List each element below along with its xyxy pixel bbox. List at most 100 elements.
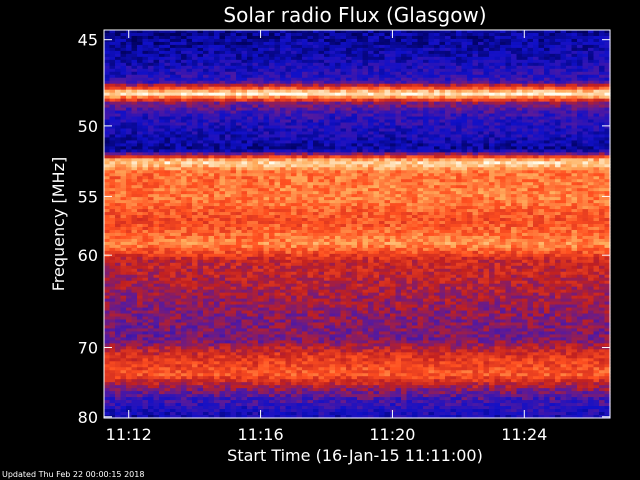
heatmap-cell: [115, 83, 122, 88]
heatmap-cell: [104, 185, 111, 189]
heatmap-cell: [307, 185, 314, 189]
heatmap-cell: [296, 44, 303, 49]
heatmap-cell: [313, 143, 320, 147]
heatmap-cell: [368, 122, 375, 127]
heatmap-cell: [560, 83, 567, 88]
heatmap-cell: [511, 134, 518, 139]
heatmap-cell: [153, 161, 160, 165]
heatmap-cell: [604, 74, 611, 79]
heatmap-cell: [230, 92, 237, 97]
heatmap-cell: [148, 89, 155, 94]
heatmap-cell: [197, 80, 204, 85]
heatmap-cell: [395, 74, 402, 79]
heatmap-cell: [450, 83, 457, 88]
heatmap-cell: [439, 146, 446, 150]
heatmap-cell: [186, 191, 193, 195]
heatmap-cell: [533, 62, 540, 67]
heatmap-cell: [170, 83, 177, 88]
heatmap-cell: [483, 110, 490, 115]
heatmap-cell: [395, 98, 402, 103]
heatmap-cell: [153, 152, 160, 156]
heatmap-cell: [203, 152, 210, 156]
heatmap-cell: [137, 92, 144, 97]
heatmap-cell: [423, 95, 430, 100]
heatmap-cell: [142, 95, 149, 100]
heatmap-cell: [329, 134, 336, 139]
heatmap-cell: [401, 137, 408, 142]
heatmap-cell: [340, 185, 347, 189]
heatmap-cell: [406, 74, 413, 79]
heatmap-cell: [395, 56, 402, 61]
heatmap-cell: [544, 62, 551, 67]
heatmap-cell: [423, 74, 430, 79]
heatmap-cell: [192, 44, 199, 49]
heatmap-cell: [456, 56, 463, 61]
heatmap-cell: [604, 53, 611, 58]
heatmap-cell: [252, 92, 259, 97]
heatmap-cell: [478, 140, 485, 145]
heatmap-cell: [560, 65, 567, 70]
heatmap-cell: [335, 80, 342, 85]
heatmap-cell: [522, 71, 529, 76]
heatmap-cell: [599, 62, 606, 67]
heatmap-cell: [593, 155, 600, 159]
heatmap-cell: [428, 56, 435, 61]
heatmap-cell: [214, 53, 221, 58]
heatmap-cell: [219, 173, 226, 177]
heatmap-cell: [456, 80, 463, 85]
heatmap-cell: [456, 110, 463, 115]
heatmap-cell: [192, 119, 199, 124]
heatmap-cell: [131, 80, 138, 85]
heatmap-cell: [186, 188, 193, 192]
heatmap-cell: [549, 125, 556, 130]
heatmap-cell: [494, 158, 501, 162]
heatmap-cell: [412, 158, 419, 162]
heatmap-cell: [115, 122, 122, 127]
heatmap-cell: [164, 140, 171, 145]
heatmap-cell: [192, 176, 199, 180]
heatmap-cell: [120, 107, 127, 112]
heatmap-cell: [494, 32, 501, 37]
heatmap-cell: [318, 92, 325, 97]
heatmap-cell: [511, 41, 518, 46]
heatmap-cell: [401, 32, 408, 37]
heatmap-cell: [439, 68, 446, 73]
heatmap-cell: [379, 86, 386, 91]
heatmap-cell: [291, 110, 298, 115]
heatmap-cell: [373, 149, 380, 153]
heatmap-cell: [115, 92, 122, 97]
heatmap-cell: [329, 128, 336, 133]
heatmap-cell: [423, 41, 430, 46]
heatmap-cell: [120, 89, 127, 94]
heatmap-cell: [192, 146, 199, 150]
heatmap-cell: [258, 80, 265, 85]
heatmap-cell: [533, 59, 540, 64]
heatmap-cell: [450, 56, 457, 61]
heatmap-cell: [115, 179, 122, 183]
heatmap-cell: [164, 56, 171, 61]
heatmap-cell: [247, 119, 254, 124]
heatmap-cell: [456, 68, 463, 73]
heatmap-cell: [417, 89, 424, 94]
heatmap-cell: [516, 35, 523, 40]
heatmap-cell: [153, 146, 160, 150]
heatmap-cell: [318, 44, 325, 49]
heatmap-cell: [219, 30, 226, 34]
heatmap-cell: [131, 143, 138, 147]
heatmap-cell: [423, 110, 430, 115]
heatmap-cell: [401, 110, 408, 115]
heatmap-cell: [472, 68, 479, 73]
heatmap-cell: [115, 80, 122, 85]
heatmap-cell: [588, 188, 595, 192]
heatmap-cell: [241, 134, 248, 139]
heatmap-cell: [478, 104, 485, 109]
heatmap-cell: [197, 140, 204, 145]
heatmap-cell: [538, 92, 545, 97]
heatmap-cell: [423, 47, 430, 52]
heatmap-cell: [170, 62, 177, 67]
heatmap-cell: [527, 122, 534, 127]
heatmap-cell: [252, 86, 259, 91]
heatmap-cell: [131, 182, 138, 186]
heatmap-cell: [593, 119, 600, 124]
heatmap-cell: [395, 95, 402, 100]
